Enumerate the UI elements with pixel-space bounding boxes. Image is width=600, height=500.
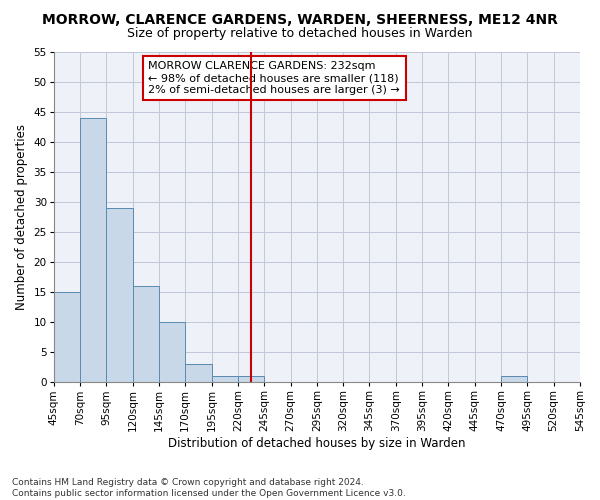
Text: Contains HM Land Registry data © Crown copyright and database right 2024.
Contai: Contains HM Land Registry data © Crown c… bbox=[12, 478, 406, 498]
Bar bbox=[238, 376, 264, 382]
Text: MORROW, CLARENCE GARDENS, WARDEN, SHEERNESS, ME12 4NR: MORROW, CLARENCE GARDENS, WARDEN, SHEERN… bbox=[42, 12, 558, 26]
Bar bbox=[212, 376, 238, 382]
Bar bbox=[185, 364, 212, 382]
Bar bbox=[501, 376, 527, 382]
Bar bbox=[54, 292, 80, 382]
Bar bbox=[80, 118, 106, 382]
Bar bbox=[159, 322, 185, 382]
Y-axis label: Number of detached properties: Number of detached properties bbox=[15, 124, 28, 310]
X-axis label: Distribution of detached houses by size in Warden: Distribution of detached houses by size … bbox=[168, 437, 466, 450]
Bar bbox=[133, 286, 159, 382]
Text: Size of property relative to detached houses in Warden: Size of property relative to detached ho… bbox=[127, 28, 473, 40]
Text: MORROW CLARENCE GARDENS: 232sqm
← 98% of detached houses are smaller (118)
2% of: MORROW CLARENCE GARDENS: 232sqm ← 98% of… bbox=[148, 62, 400, 94]
Bar bbox=[106, 208, 133, 382]
